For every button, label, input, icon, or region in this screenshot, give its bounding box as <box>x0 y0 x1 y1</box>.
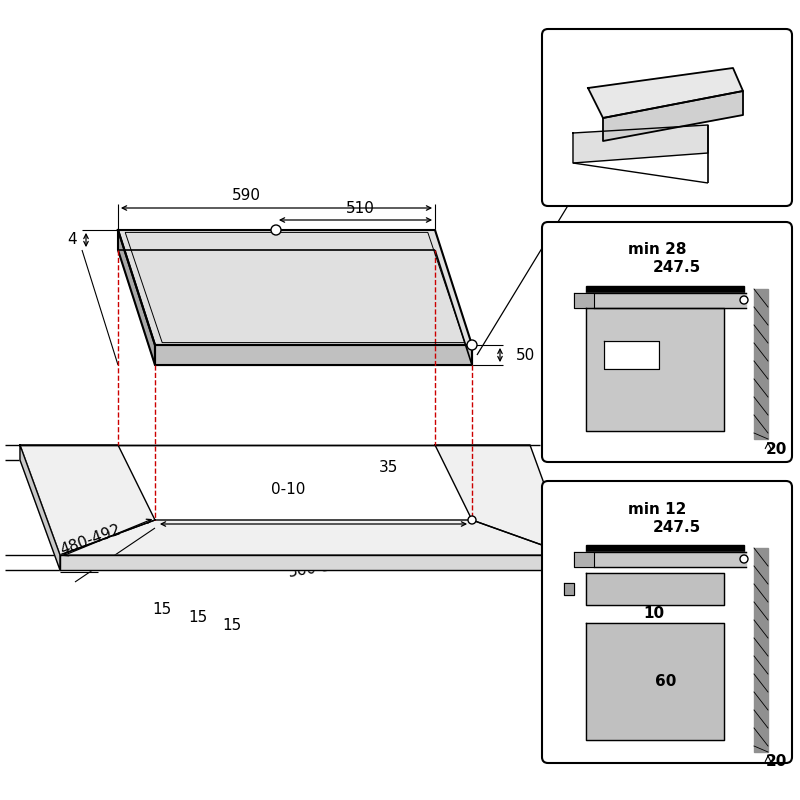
Polygon shape <box>603 91 743 141</box>
Text: 247.5: 247.5 <box>653 519 701 534</box>
Text: 590: 590 <box>232 188 261 203</box>
Polygon shape <box>574 552 594 567</box>
Polygon shape <box>20 445 155 555</box>
Circle shape <box>467 340 477 350</box>
Circle shape <box>271 225 281 235</box>
Text: 15: 15 <box>188 610 208 626</box>
Polygon shape <box>20 445 60 570</box>
Text: 480-492: 480-492 <box>58 522 122 558</box>
Text: min 28: min 28 <box>628 242 686 258</box>
Text: 560-562: 560-562 <box>287 556 353 580</box>
Polygon shape <box>435 445 570 555</box>
Text: 2: 2 <box>284 248 293 262</box>
Text: 50: 50 <box>516 347 535 362</box>
Polygon shape <box>118 230 155 365</box>
Polygon shape <box>586 623 724 740</box>
Text: 15: 15 <box>152 602 172 618</box>
FancyBboxPatch shape <box>542 481 792 763</box>
Text: 15: 15 <box>222 618 242 634</box>
Circle shape <box>740 296 748 304</box>
Polygon shape <box>118 230 472 345</box>
Polygon shape <box>155 345 472 365</box>
Polygon shape <box>573 125 708 163</box>
Polygon shape <box>604 341 659 369</box>
Text: 510: 510 <box>346 201 375 216</box>
Polygon shape <box>586 545 744 552</box>
Text: 35: 35 <box>378 461 398 475</box>
Polygon shape <box>588 68 743 118</box>
Polygon shape <box>594 552 746 567</box>
Polygon shape <box>60 520 570 555</box>
FancyBboxPatch shape <box>542 29 792 206</box>
Polygon shape <box>586 286 744 293</box>
Polygon shape <box>586 573 724 605</box>
Polygon shape <box>574 293 594 308</box>
Text: 100: 100 <box>543 490 572 505</box>
Text: 60: 60 <box>655 674 677 689</box>
Text: 4: 4 <box>67 233 77 247</box>
Text: 247.5: 247.5 <box>653 261 701 275</box>
Text: 10: 10 <box>643 606 665 622</box>
Polygon shape <box>594 293 746 308</box>
Circle shape <box>468 516 476 524</box>
Polygon shape <box>564 583 574 595</box>
FancyBboxPatch shape <box>542 222 792 462</box>
Polygon shape <box>60 555 570 570</box>
Polygon shape <box>586 308 724 431</box>
Text: min 12: min 12 <box>628 502 686 517</box>
Polygon shape <box>754 548 768 752</box>
Text: 20: 20 <box>766 442 786 457</box>
Circle shape <box>740 555 748 563</box>
Text: 0-10: 0-10 <box>271 482 305 498</box>
Text: 20: 20 <box>766 754 786 770</box>
Polygon shape <box>754 289 768 439</box>
